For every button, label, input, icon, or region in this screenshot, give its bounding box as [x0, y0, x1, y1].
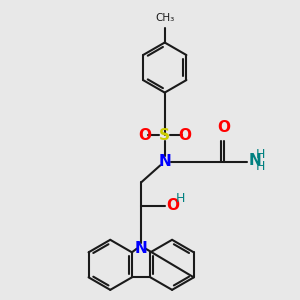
Text: O: O	[217, 120, 230, 135]
Text: N: N	[249, 153, 261, 168]
Text: H: H	[256, 160, 265, 173]
Text: H: H	[176, 192, 186, 205]
Text: O: O	[166, 198, 179, 213]
Text: N: N	[135, 241, 148, 256]
Text: CH₃: CH₃	[155, 14, 174, 23]
Text: O: O	[178, 128, 191, 143]
Text: S: S	[159, 128, 170, 143]
Text: O: O	[139, 128, 152, 143]
Text: H: H	[256, 148, 265, 161]
Text: N: N	[158, 154, 171, 169]
